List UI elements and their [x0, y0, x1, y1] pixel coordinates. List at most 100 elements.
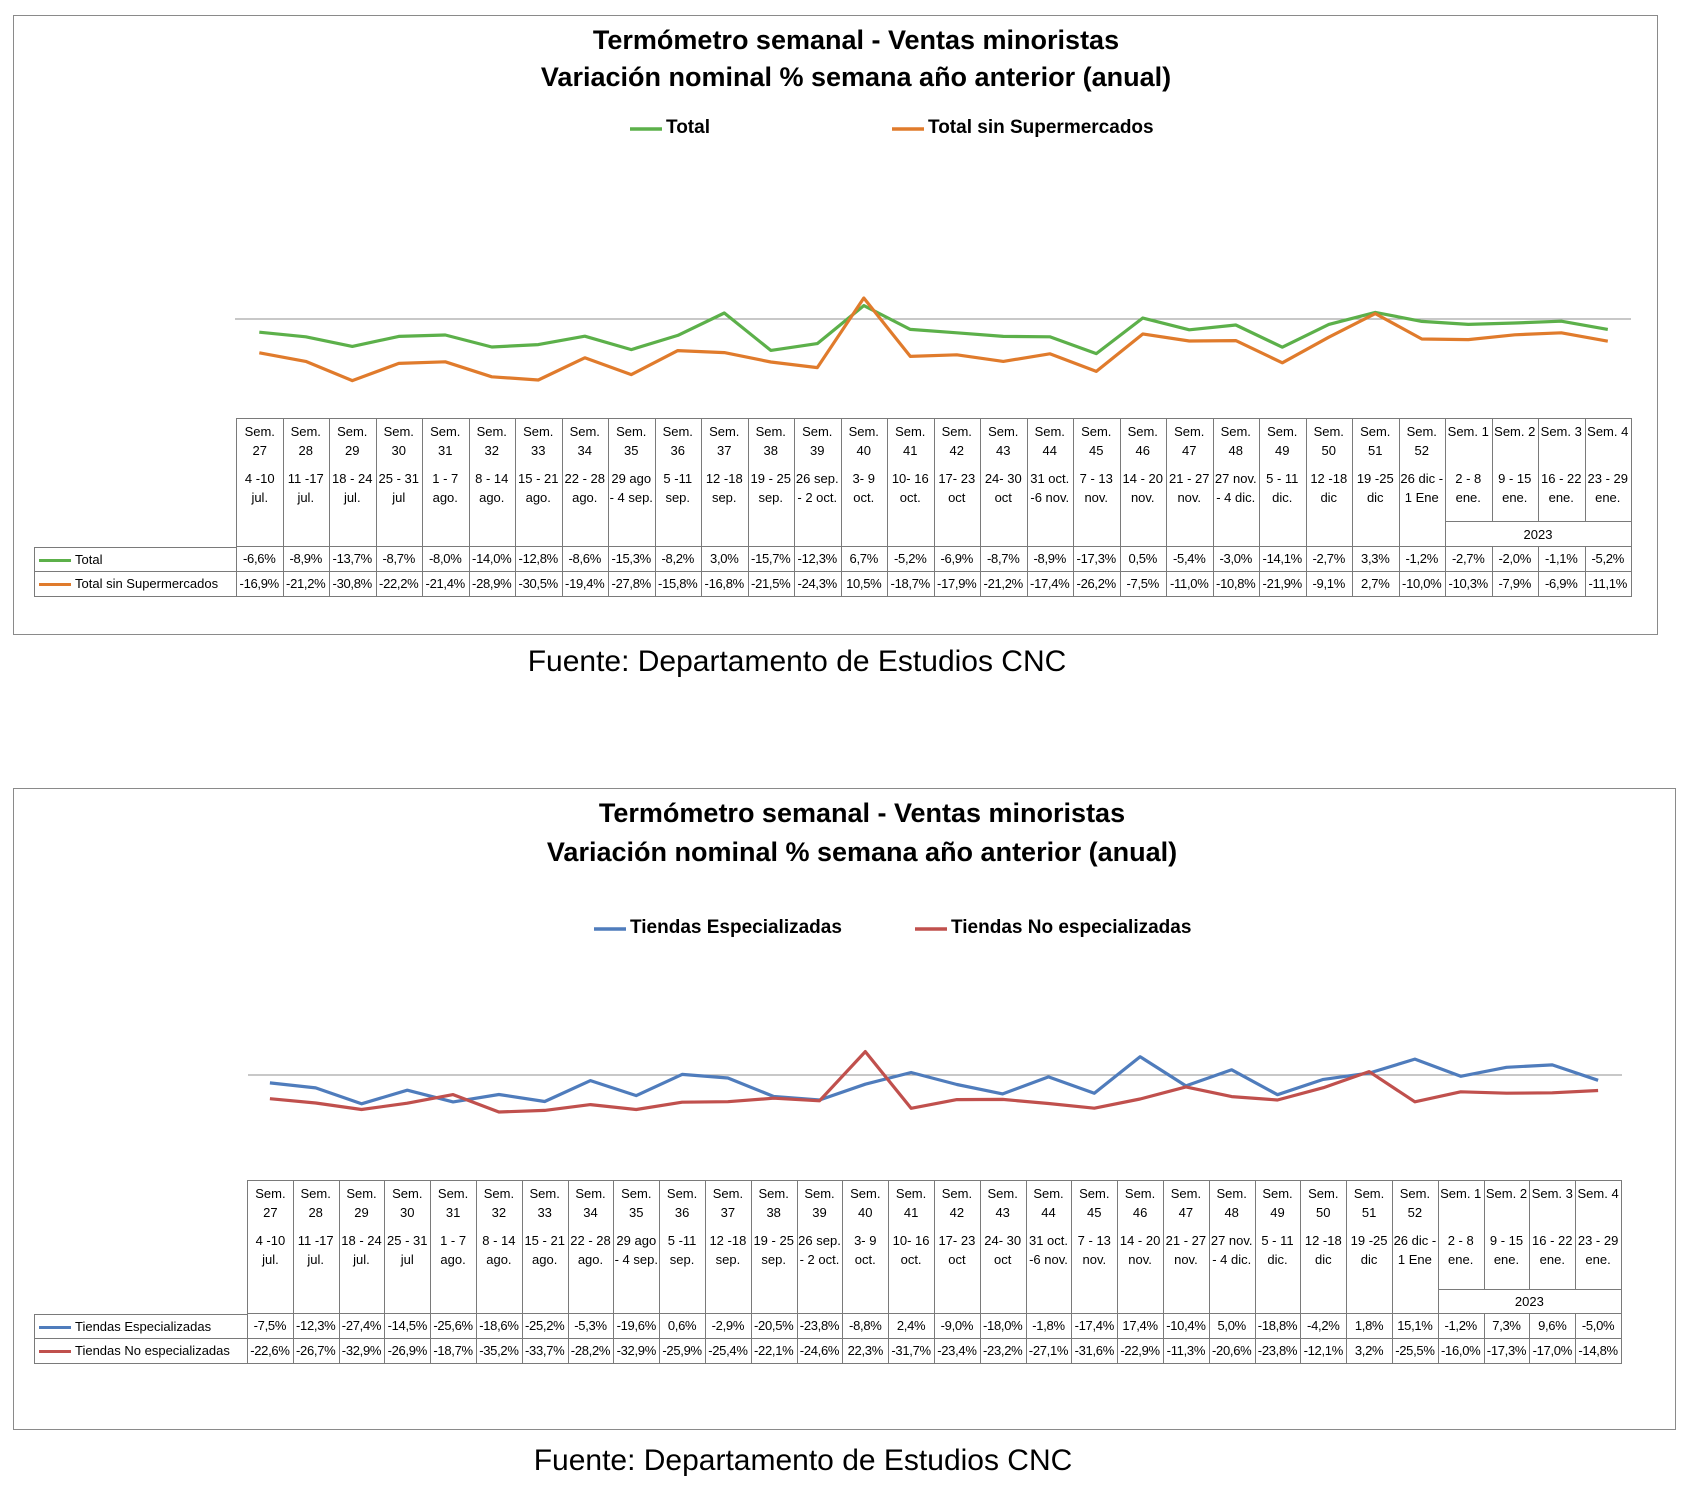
value-cell: -15,8%	[654, 572, 702, 597]
week-label: Sem. 30	[383, 424, 414, 458]
period-label: 19 -25 dic	[1350, 1233, 1388, 1267]
period-label: 7 - 13 nov.	[1077, 1233, 1111, 1267]
week-header: Sem. 44 31 oct. -6 nov.	[1026, 418, 1074, 547]
period-label: 12 -18 sep.	[705, 471, 743, 505]
value-cell: -12,3%	[794, 547, 842, 572]
week-label: Sem. 44	[1034, 424, 1065, 458]
week-label: Sem. 45	[1081, 424, 1112, 458]
value-cell: -8,8%	[842, 1314, 890, 1339]
period-label: 2 - 8 ene.	[1455, 471, 1482, 505]
value-cell: -23,4%	[934, 1339, 981, 1364]
value-cell: -16,8%	[701, 572, 749, 597]
week-header: Sem. 2 9 - 15 ene.	[1483, 1180, 1531, 1290]
series-line	[269, 1049, 1599, 1114]
value-cell: -21,9%	[1259, 572, 1307, 597]
week-label: Sem. 34	[575, 1186, 606, 1220]
week-label: Sem. 40	[848, 424, 879, 458]
period-label: 23 - 29 ene.	[1587, 471, 1628, 505]
week-header: Sem. 36 5 -11 sep.	[659, 1180, 706, 1314]
value-cell: -32,9%	[338, 1339, 386, 1364]
week-header: Sem. 27 4 -10 jul.	[236, 418, 284, 547]
value-cell: -1,1%	[1538, 547, 1586, 572]
week-header: Sem. 47 21 - 27 nov.	[1163, 1180, 1210, 1314]
period-label: 3- 9 oct.	[852, 471, 875, 505]
legend-label: Tiendas No especializadas	[951, 917, 1192, 938]
week-label: Sem. 39	[802, 424, 833, 458]
week-header: Sem. 39 26 sep. - 2 oct.	[794, 418, 842, 547]
value-cell: -12,3%	[292, 1314, 340, 1339]
week-label: Sem. 1	[1447, 424, 1489, 439]
week-header: Sem. 27 4 -10 jul.	[247, 1180, 294, 1314]
period-label: 9 - 15 ene.	[1498, 471, 1532, 505]
value-cell: 2,4%	[888, 1314, 935, 1339]
value-cell: -8,7%	[375, 547, 423, 572]
week-header: Sem. 3 16 - 22 ene.	[1538, 418, 1586, 522]
row-label-text: Tiendas No especializadas	[75, 1343, 230, 1358]
value-cell: 0,5%	[1119, 547, 1167, 572]
value-cell: -35,2%	[476, 1339, 523, 1364]
week-header: Sem. 49 5 - 11 dic.	[1259, 418, 1307, 547]
period-label: 22 - 28 ago.	[570, 1233, 611, 1267]
week-label: Sem. 3	[1540, 424, 1582, 439]
week-header: Sem. 49 5 - 11 dic.	[1254, 1180, 1302, 1314]
value-cell: -32,9%	[613, 1339, 661, 1364]
value-cell: -31,6%	[1071, 1339, 1119, 1364]
week-label: Sem. 31	[437, 1186, 469, 1220]
week-header: Sem. 32 8 - 14 ago.	[476, 1180, 523, 1314]
value-cell: -7,9%	[1491, 572, 1539, 597]
row-label: Tiendas No especializadas	[34, 1339, 248, 1364]
value-cell: -26,9%	[384, 1339, 432, 1364]
week-header: Sem. 29 18 - 24 jul.	[338, 1180, 386, 1314]
row-swatch	[39, 1326, 71, 1330]
value-cell: -8,7%	[980, 547, 1028, 572]
week-label: Sem. 48	[1216, 1186, 1247, 1220]
period-label: 5 - 11 dic.	[1266, 471, 1299, 505]
value-cell: -23,8%	[1254, 1339, 1302, 1364]
value-cell: -19,6%	[613, 1314, 661, 1339]
value-cell: -22,2%	[375, 572, 423, 597]
chart-title: Termómetro semanal - Ventas minoristas	[598, 798, 1126, 828]
value-cell: -22,9%	[1117, 1339, 1164, 1364]
period-label: 14 - 20 nov.	[1122, 471, 1163, 505]
week-label: Sem. 42	[941, 1186, 973, 1220]
value-cell: -9,0%	[934, 1314, 981, 1339]
week-label: Sem. 49	[1267, 424, 1298, 458]
value-cell: -8,2%	[654, 547, 702, 572]
week-header: Sem. 31 1 - 7 ago.	[422, 418, 470, 547]
week-header: Sem. 29 18 - 24 jul.	[329, 418, 377, 547]
week-header: Sem. 33 15 - 21 ago.	[515, 418, 563, 547]
value-cell: -18,7%	[887, 572, 935, 597]
value-cell: -16,9%	[236, 572, 284, 597]
value-cell: -18,6%	[476, 1314, 523, 1339]
value-cell: 22,3%	[842, 1339, 890, 1364]
value-cell: -21,2%	[980, 572, 1028, 597]
value-cell: -16,0%	[1437, 1339, 1485, 1364]
value-cell: -2,7%	[1445, 547, 1493, 572]
period-label: 26 sep. - 2 oct.	[798, 1233, 841, 1267]
series-line	[259, 304, 1609, 356]
period-label: 8 - 14 ago.	[475, 471, 509, 505]
week-header: Sem. 52 26 dic - 1 Ene	[1398, 418, 1446, 547]
value-cell: -25,5%	[1392, 1339, 1439, 1364]
value-cell: 3,3%	[1352, 547, 1400, 572]
week-header: Sem. 36 5 -11 sep.	[654, 418, 702, 547]
week-label: Sem. 36	[666, 1186, 698, 1220]
value-cell: -5,2%	[887, 547, 935, 572]
value-cell: -28,2%	[567, 1339, 615, 1364]
period-label: 4 -10 jul.	[244, 471, 275, 505]
week-label: Sem. 42	[941, 424, 972, 458]
value-cell: -3,0%	[1212, 547, 1260, 572]
week-header: Sem. 41 10- 16 oct.	[888, 1180, 935, 1314]
week-label: Sem. 47	[1170, 1186, 1202, 1220]
period-label: 5 -11 sep.	[667, 1233, 697, 1267]
week-label: Sem. 39	[804, 1186, 835, 1220]
week-header: Sem. 42 17- 23 oct	[933, 418, 981, 547]
value-cell: -30,8%	[329, 572, 377, 597]
row-swatch	[39, 583, 71, 587]
week-header: Sem. 48 27 nov. - 4 dic.	[1208, 1180, 1256, 1314]
value-cell: -18,8%	[1254, 1314, 1302, 1339]
value-cell: 3,2%	[1346, 1339, 1393, 1364]
period-label: 11 -17 jul.	[297, 1233, 334, 1267]
week-label: Sem. 40	[850, 1186, 881, 1220]
week-label: Sem. 34	[569, 424, 600, 458]
